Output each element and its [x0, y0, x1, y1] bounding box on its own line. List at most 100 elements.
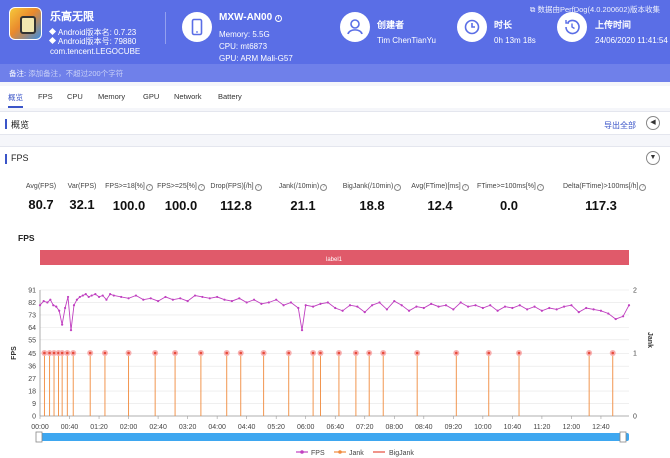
fps-point [621, 315, 625, 318]
stat-label: FPS>=25[%]? [149, 183, 213, 191]
bigjank-marker[interactable] [57, 351, 60, 355]
tab-cpu[interactable]: CPU [67, 92, 83, 101]
fps-point [481, 306, 484, 310]
fps-point [252, 298, 256, 301]
bigjank-marker[interactable] [48, 351, 51, 355]
legend-fps[interactable]: FPS [311, 450, 325, 457]
fps-point [585, 306, 588, 310]
bigjank-marker[interactable] [415, 351, 419, 355]
stat-label: FTime>=100ms[%]? [477, 183, 544, 191]
bigjank-marker[interactable] [367, 351, 371, 355]
bigjank-marker[interactable] [153, 351, 157, 355]
bigjank-marker[interactable] [311, 351, 315, 355]
fps-point [627, 304, 631, 307]
collapse-left-icon[interactable]: ◀ [646, 116, 660, 130]
tab-bar: 概览 FPS CPU Memory GPU Network Battery [0, 86, 670, 108]
bigjank-marker[interactable] [319, 351, 322, 355]
section-marker [5, 119, 7, 129]
bigjank-marker[interactable] [517, 351, 521, 355]
help-icon[interactable]: ? [639, 184, 647, 191]
label-band[interactable] [40, 250, 629, 265]
bigjank-marker[interactable] [487, 351, 491, 355]
bigjank-marker[interactable] [262, 351, 265, 355]
note-input[interactable]: 添加备注，不超过200个字符 [28, 69, 124, 78]
creator-value: Tim ChenTianYu [377, 36, 436, 45]
help-icon[interactable]: ? [145, 184, 153, 191]
bigjank-marker[interactable] [239, 351, 243, 355]
bigjank-marker[interactable] [611, 351, 615, 355]
help-icon[interactable]: ? [254, 184, 262, 191]
time-range-slider[interactable] [40, 433, 629, 441]
bigjank-marker[interactable] [587, 351, 591, 355]
bigjank-marker[interactable] [454, 351, 458, 355]
tab-memory[interactable]: Memory [98, 92, 126, 101]
collapse-down-icon[interactable]: ▼ [646, 151, 660, 165]
fps-point [334, 306, 337, 310]
fps-point [94, 293, 97, 296]
slider-left-handle[interactable] [35, 431, 43, 443]
tab-gpu[interactable]: GPU [143, 92, 160, 101]
info-icon[interactable]: i [274, 15, 282, 22]
fps-point [341, 309, 344, 312]
fps-point [518, 304, 521, 307]
note-bar[interactable]: 备注: 添加备注，不超过200个字符 [0, 64, 670, 82]
fps-point [49, 298, 52, 301]
stat-value: 12.4 [427, 198, 453, 213]
bigjank-marker[interactable] [225, 351, 229, 355]
x-tick-label: 08:00 [386, 424, 404, 431]
tab-battery[interactable]: Battery [218, 92, 242, 101]
stat-value: 18.8 [359, 198, 385, 213]
fps-point [437, 305, 440, 308]
export-all-link[interactable]: 导出全部 [604, 121, 636, 130]
bigjank-marker[interactable] [103, 351, 107, 355]
fps-point [297, 306, 300, 310]
tab-overview[interactable]: 概览 [8, 93, 23, 108]
perfdog-note: ⧉ 数据由PerfDog(4.0.200602)版本收集 [530, 5, 660, 14]
bigjank-marker[interactable] [287, 351, 291, 355]
stat-value: 32.1 [69, 197, 95, 212]
fps-point [179, 297, 182, 300]
app-icon [9, 7, 42, 40]
y-tick-label: 0 [32, 414, 36, 421]
duration-label: 时长 [494, 20, 513, 30]
y-axis-ticks: 0 9 18 27 36 45 55 64 73 82 91 [28, 288, 36, 421]
bigjank-marker[interactable] [199, 351, 203, 355]
bigjank-marker[interactable] [66, 351, 69, 355]
y-right-tick-label: 1 [633, 351, 637, 358]
bigjank-marker[interactable] [60, 351, 64, 355]
fps-point [87, 295, 90, 299]
bigjank-marker[interactable] [52, 351, 56, 355]
bigjank-marker[interactable] [71, 351, 75, 355]
tab-network[interactable]: Network [174, 92, 202, 101]
fps-point [58, 309, 61, 312]
bigjank-marker[interactable] [381, 351, 385, 355]
fps-line[interactable] [39, 293, 630, 331]
stat-var-fps: Var(FPS) 32.1 [50, 183, 114, 212]
tab-fps[interactable]: FPS [38, 92, 53, 101]
fps-point [489, 304, 492, 307]
device-memory: Memory: 5.5G [219, 30, 270, 39]
x-tick-label: 00:40 [61, 424, 79, 431]
help-icon[interactable]: ? [320, 184, 328, 191]
bigjank-marker[interactable] [173, 351, 177, 355]
legend-bigjank[interactable]: BigJank [389, 450, 414, 457]
stat-value: 112.8 [220, 198, 252, 213]
help-icon[interactable]: ? [394, 184, 402, 191]
help-icon[interactable]: ? [461, 184, 469, 191]
bigjank-marker[interactable] [337, 351, 341, 355]
x-tick-label: 06:00 [297, 424, 315, 431]
legend-jank[interactable]: Jank [349, 450, 364, 457]
overview-title: 概览 [11, 120, 30, 130]
bigjank-marker[interactable] [88, 351, 92, 355]
header-divider [165, 12, 166, 44]
fps-point [577, 311, 580, 314]
bigjank-marker[interactable] [127, 351, 130, 355]
help-icon[interactable]: ? [536, 184, 544, 191]
y-tick-label: 18 [28, 389, 36, 396]
slider-right-handle[interactable] [619, 431, 627, 443]
help-icon[interactable]: ? [197, 184, 205, 191]
bigjank-marker[interactable] [354, 351, 358, 355]
bigjank-marker[interactable] [43, 351, 46, 355]
legend-jank-dot [338, 450, 342, 454]
